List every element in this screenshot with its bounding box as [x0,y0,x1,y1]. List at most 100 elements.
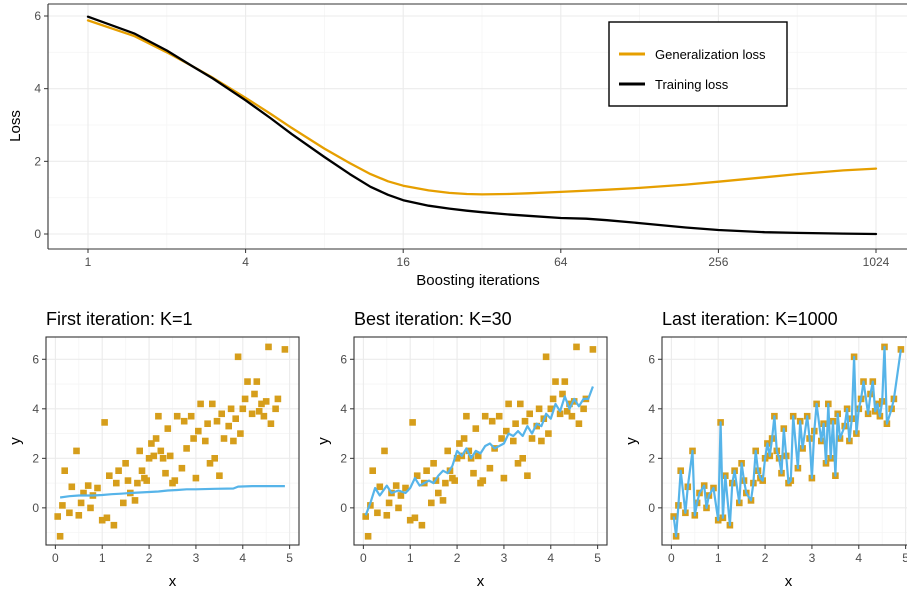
data-point [125,477,132,484]
data-point [272,406,279,413]
data-point [265,344,272,351]
panel-y-tick-label: 0 [340,501,347,515]
loss-chart: 1 4 16 64 256 1024 0246 Boosting iterations L… [7,4,907,289]
loss-x-tick-label: 256 [708,255,728,269]
data-point [204,420,211,427]
loss-y-tick-labels: 0 2 4 6 [34,9,48,241]
panel-y-tick-label: 6 [648,352,655,366]
loss-y-tick-label: 0 [34,227,41,241]
panel-x-tick-label: 1 [99,551,106,565]
data-point [181,418,188,425]
data-point [104,515,111,522]
data-point [158,448,165,455]
data-point [179,465,186,472]
panel-x-tick-label: 5 [594,551,601,565]
panel-x-tick-label: 0 [668,551,675,565]
data-point [115,467,122,474]
data-point [111,522,118,529]
data-point [66,510,73,517]
first-iteration-title: First iteration: K=1 [46,309,193,329]
data-point [143,477,150,484]
panel-x-tick-label: 4 [547,551,554,565]
data-point [275,396,282,403]
panel-x-tick-label: 5 [286,551,293,565]
legend-label-generalization: Generalization loss [655,47,766,62]
data-point [543,354,550,361]
panel-y-tick-label: 2 [32,451,39,465]
data-point [473,425,480,432]
data-point [197,401,204,408]
loss-x-tick-label: 64 [554,255,568,269]
data-point [573,344,580,351]
panel-y-tick-label: 6 [340,352,347,366]
data-point [221,435,228,442]
data-point [209,401,216,408]
data-point [76,512,83,519]
data-point [430,460,437,467]
data-point [386,500,393,507]
data-point [136,448,143,455]
last-iteration-title: Last iteration: K=1000 [662,309,838,329]
panel-x-tick-label: 4 [855,551,862,565]
data-point [444,448,451,455]
data-point [435,490,442,497]
panel-x-tick-label: 2 [146,551,153,565]
data-point [428,500,435,507]
panel-x-tick-label: 3 [501,551,508,565]
data-point [369,467,376,474]
data-point [482,413,489,420]
panel-y-axis-label: y [623,437,640,445]
data-point [254,378,261,385]
loss-y-tick-label: 4 [34,82,41,96]
data-point [87,505,94,512]
data-point [242,396,249,403]
data-point [440,497,447,504]
last-iteration-panel: Last iteration: K=1000 0 1 2 3 4 5 0 2 4 6 x y [623,309,907,589]
panel-y-axis-label: y [7,437,24,445]
data-point [487,465,494,472]
data-point [120,500,127,507]
first-iteration-panel: First iteration: K=1 0 1 2 3 4 50246xy [7,309,299,589]
data-point [162,470,169,477]
data-point [195,428,202,435]
data-point [94,485,101,492]
data-point [522,418,529,425]
loss-x-tick-labels: 1 4 16 64 256 1024 [85,249,890,269]
data-point [451,477,458,484]
panel-x-tick-label: 1 [407,551,414,565]
legend-box [609,22,787,106]
data-point [381,448,388,455]
data-point [202,438,209,445]
loss-x-tick-label: 1 [85,255,92,269]
best-iteration-panel: Best iteration: K=30 0 1 2 3 4 50246xy [315,309,607,589]
data-point [139,467,146,474]
best-iteration-title: Best iteration: K=30 [354,309,512,329]
data-point [155,413,162,420]
data-point [463,413,470,420]
data-point [225,423,232,430]
panel-x-tick-label: 0 [360,551,367,565]
data-point [160,455,167,462]
data-point [505,401,512,408]
loss-x-tick-label: 1024 [863,255,890,269]
panel-x-tick-label: 5 [902,551,907,565]
data-point [419,522,426,529]
data-point [496,413,503,420]
data-point [193,475,200,482]
data-point [538,438,545,445]
data-point [101,419,108,426]
panel-y-tick-label: 0 [32,501,39,515]
data-point [510,438,517,445]
data-point [374,510,381,517]
data-point [393,482,400,489]
loss-y-tick-label: 6 [34,9,41,23]
data-point [562,378,569,385]
data-point [423,467,430,474]
data-point [590,346,597,353]
data-point [550,396,557,403]
panel-x-tick-label: 3 [809,551,816,565]
data-point [268,420,275,427]
data-point [211,455,218,462]
data-point [190,435,197,442]
